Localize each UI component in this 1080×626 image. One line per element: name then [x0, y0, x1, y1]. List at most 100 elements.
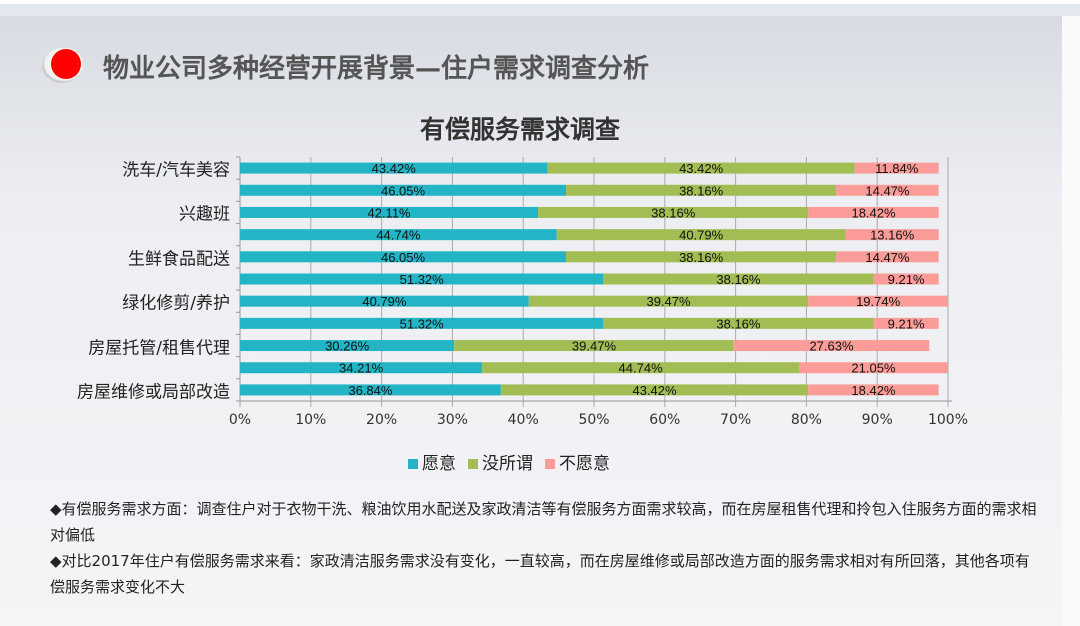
category-label: 兴趣班 — [179, 204, 230, 225]
bar-segment — [240, 317, 604, 329]
data-label: 14.47% — [865, 183, 910, 198]
legend-swatch — [408, 459, 418, 469]
category-label: 生鲜食品配送 — [128, 249, 230, 270]
bar-segment — [240, 162, 548, 174]
category-label: 房屋托管/租售代理 — [88, 338, 230, 359]
data-label: 18.42% — [851, 383, 896, 398]
bar-segment — [836, 184, 939, 196]
bar-segment — [873, 317, 939, 329]
bar-segment — [845, 229, 939, 241]
data-label: 51.32% — [400, 316, 445, 331]
bar-segment — [733, 340, 930, 352]
top-strip — [0, 4, 1080, 16]
data-label: 44.74% — [619, 361, 664, 376]
bar-segment — [240, 251, 567, 263]
legend-label: 不愿意 — [559, 454, 610, 474]
x-tick-label: 90% — [861, 412, 893, 428]
x-tick-label: 60% — [649, 412, 681, 428]
red-bullet-icon — [42, 46, 85, 83]
data-label: 38.16% — [716, 316, 761, 331]
bar-segment — [500, 384, 809, 396]
data-label: 19.74% — [856, 294, 901, 309]
category-label: 绿化修剪/养护 — [122, 293, 230, 314]
x-tick-label: 40% — [507, 412, 539, 428]
data-label: 27.63% — [809, 339, 854, 354]
note-paid-demand: ◆有偿服务需求方面：调查住户对于衣物干洗、粮油饮用水配送及家政清洁等有偿服务方面… — [50, 500, 1037, 544]
x-tick-label: 20% — [366, 412, 398, 428]
x-tick-label: 70% — [720, 412, 752, 428]
bar-segment — [240, 229, 557, 241]
data-label: 46.05% — [381, 250, 426, 265]
note-2017-comparison: ◆对比2017年住户有偿服务需求来看：家政清洁服务需求没有变化，一直较高，而在房… — [50, 552, 1030, 596]
data-label: 44.74% — [376, 228, 421, 243]
bar-segment — [603, 273, 874, 285]
notes: ◆有偿服务需求方面：调查住户对于衣物干洗、粮油饮用水配送及家政清洁等有偿服务方面… — [50, 496, 1040, 600]
bar-segment — [454, 340, 734, 352]
data-label: 40.79% — [362, 294, 407, 309]
x-tick-label: 100% — [927, 412, 969, 428]
bar-segment — [482, 362, 799, 374]
bar-segment — [547, 162, 855, 174]
bar-segment — [528, 295, 809, 307]
bar-segment — [854, 162, 939, 174]
bar-segment — [240, 184, 567, 196]
data-label: 39.47% — [572, 339, 617, 354]
legend-item-willing: 愿意 — [408, 449, 456, 474]
bar-segment — [808, 295, 948, 307]
data-label: 38.16% — [679, 183, 724, 198]
data-label: 42.11% — [367, 205, 411, 220]
bar-segment — [566, 184, 837, 196]
bar-segment — [808, 206, 939, 218]
legend-label: 没所谓 — [482, 454, 533, 474]
bar-segment — [873, 273, 939, 285]
data-label: 38.16% — [679, 250, 724, 265]
legend-swatch — [468, 459, 478, 469]
legend-label: 愿意 — [422, 454, 456, 474]
data-label: 13.16% — [870, 228, 915, 243]
category-label: 洗车/汽车美容 — [122, 160, 230, 181]
data-label: 40.79% — [679, 228, 724, 243]
category-label: 房屋维修或局部改造 — [77, 382, 230, 403]
data-label: 39.47% — [646, 294, 691, 309]
x-tick-label: 0% — [228, 412, 252, 428]
bar-segment — [240, 362, 483, 374]
page-title: 物业公司多种经营开展背景—住户需求调查分析 — [103, 54, 650, 84]
chart-title: 有偿服务需求调查 — [419, 115, 620, 144]
chart-legend: 愿意 没所谓 不愿意 — [408, 449, 610, 474]
data-label: 38.16% — [651, 205, 696, 220]
x-tick-label: 50% — [578, 412, 610, 428]
data-label: 34.21% — [339, 361, 384, 376]
x-tick-label: 10% — [295, 412, 327, 428]
data-label: 51.32% — [400, 272, 445, 287]
data-label: 38.16% — [716, 272, 761, 287]
slide-edge — [1062, 16, 1080, 626]
x-tick-label: 30% — [436, 412, 468, 428]
data-label: 11.84% — [875, 161, 919, 176]
legend-item-unwilling: 不愿意 — [545, 449, 610, 474]
bar-segment — [808, 384, 939, 396]
bar-segment — [240, 384, 501, 396]
data-label: 14.47% — [865, 250, 910, 265]
bar-segment — [603, 317, 874, 329]
bar-segment — [240, 273, 604, 285]
data-label: 43.42% — [372, 161, 417, 176]
bar-segment — [240, 206, 539, 218]
x-tick-label: 80% — [790, 412, 822, 428]
data-label: 30.26% — [325, 339, 370, 354]
data-label: 43.42% — [679, 161, 724, 176]
data-label: 9.21% — [888, 272, 925, 287]
data-label: 43.42% — [632, 383, 677, 398]
data-label: 18.42% — [851, 205, 896, 220]
bar-segment — [240, 340, 455, 352]
legend-item-indifferent: 没所谓 — [468, 449, 533, 474]
bar-segment — [836, 251, 939, 263]
data-label: 36.84% — [348, 383, 393, 398]
bar-segment — [240, 295, 529, 307]
bar-segment — [798, 362, 948, 374]
legend-swatch — [545, 459, 555, 469]
data-label: 9.21% — [888, 316, 925, 331]
bar-segment — [556, 229, 846, 241]
bar-segment — [538, 206, 809, 218]
bar-segment — [566, 251, 837, 263]
